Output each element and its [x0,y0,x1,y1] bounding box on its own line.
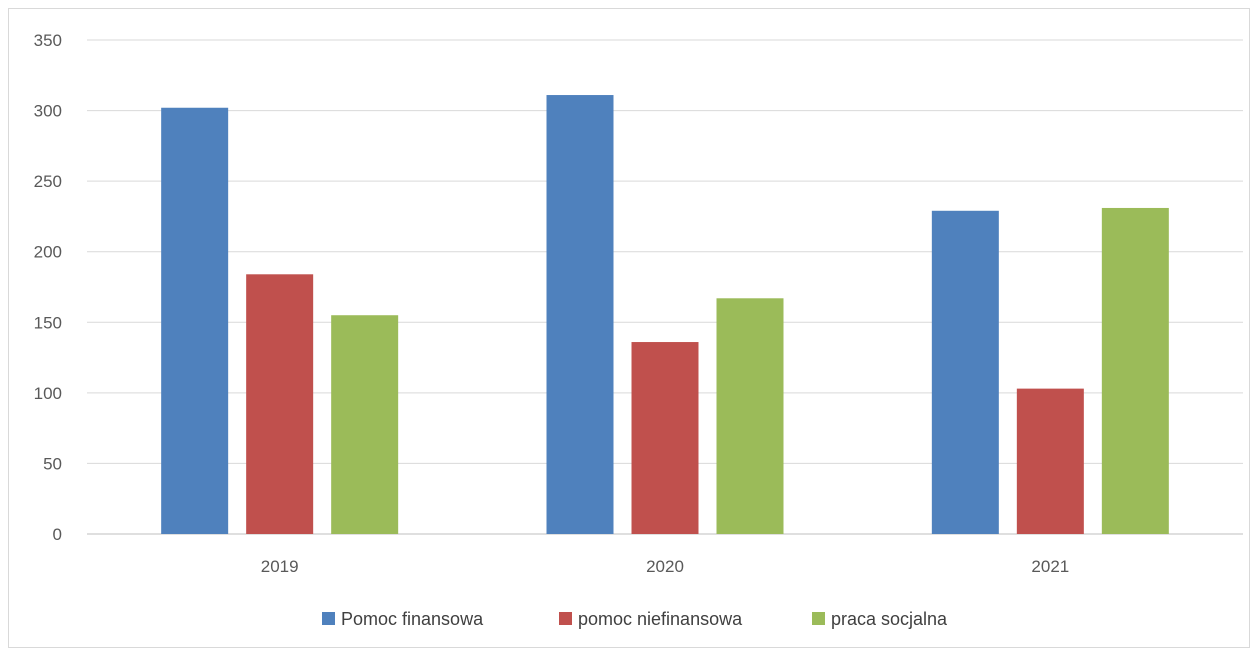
y-tick-label: 100 [34,384,62,403]
legend-label: pomoc niefinansowa [578,609,743,629]
bar-2019-series-1 [161,107,229,535]
y-tick-label: 0 [53,525,62,544]
legend-swatch [559,612,572,625]
legend-label: praca socjalna [831,609,948,629]
bar-2020-series-2 [631,342,699,534]
x-tick-label: 2021 [1031,557,1069,576]
y-tick-label: 200 [34,243,62,262]
bar-2021-series-1 [931,210,999,535]
legend-item-1[interactable]: Pomoc finansowa [322,609,484,629]
legend-label: Pomoc finansowa [341,609,484,629]
bar-2020-series-1 [546,95,614,534]
y-tick-label: 250 [34,172,62,191]
legend-swatch [322,612,335,625]
legend-swatch [812,612,825,625]
bar-2020-series-3 [716,298,784,534]
legend[interactable]: Pomoc finansowa pomoc niefinansowa praca s… [322,609,948,629]
bar-2019-series-2 [246,274,314,534]
y-tick-label: 50 [43,454,62,473]
bar-2021-series-3 [1101,207,1169,534]
bar-2019-series-3 [331,315,399,534]
legend-item-2[interactable]: pomoc niefinansowa [559,609,743,629]
legend-item-3[interactable]: praca socjalna [812,609,948,629]
bar-2021-series-2 [1016,388,1084,534]
x-tick-label: 2020 [646,557,684,576]
y-tick-label: 300 [34,102,62,121]
y-tick-label: 350 [34,31,62,50]
y-axis-ticks: 0 50 100 150 200 250 300 350 [34,31,62,544]
x-tick-label: 2019 [261,557,299,576]
x-axis-ticks: 2019 2020 2021 [261,557,1069,576]
bars [161,95,1169,535]
y-tick-label: 150 [34,313,62,332]
